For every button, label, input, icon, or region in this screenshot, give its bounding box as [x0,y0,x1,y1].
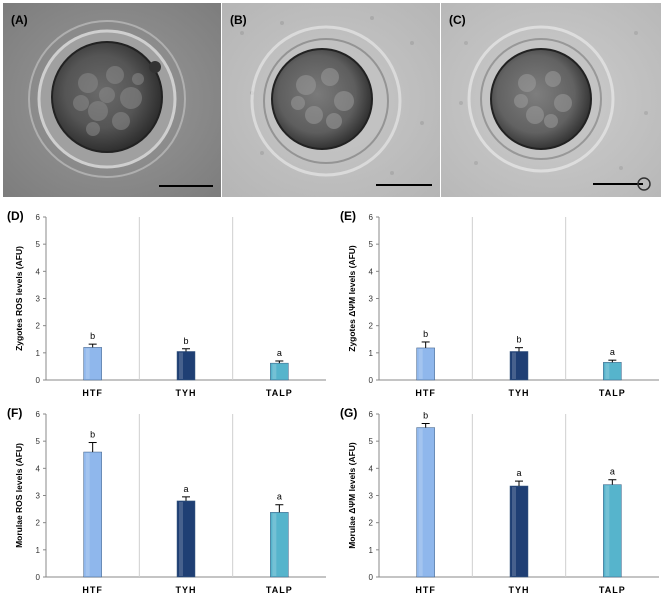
bar-highlight [179,501,183,576]
bar-highlight [605,363,610,379]
y-tick-label: 3 [369,492,374,501]
significance-letter: a [183,484,188,494]
chart-svg-d: 0 1 2 3 4 5 6 Zygotes ROS levels (AFU) b HTF b TYH a… [14,213,326,398]
bar-highlight [512,352,516,379]
significance-letter: b [516,335,521,345]
chart-e: 0 1 2 3 4 5 6 Zygotes ΔΨM levels (AFU) b HTF b TYH a… [333,205,663,405]
category-label: TYH [509,388,530,398]
y-tick-label: 2 [369,322,374,331]
chart-label-e: (E) [340,209,356,223]
y-tick-label: 3 [36,492,41,501]
y-axis-label: Morulae ROS levels (AFU) [14,443,24,548]
y-tick-label: 6 [36,410,41,419]
bar-htf [416,427,435,578]
embryo-image-a [3,3,221,197]
y-tick-label: 1 [369,546,374,555]
y-tick-label: 6 [36,213,41,222]
y-tick-label: 1 [369,349,374,358]
category-label: HTF [415,585,436,595]
bar-highlight [272,513,277,576]
y-tick-label: 2 [36,519,41,528]
y-tick-label: 5 [369,240,374,249]
category-label: HTF [82,585,103,595]
y-tick-label: 1 [36,546,41,555]
y-tick-label: 0 [36,573,41,582]
micrograph-b: (B) [222,3,440,197]
y-tick-label: 6 [369,213,374,222]
chart-svg-f: 0 1 2 3 4 5 6 Morulae ROS levels (AFU) b HTF a TYH a… [14,410,326,595]
chart-svg-g: 0 1 2 3 4 5 6 Morulae ΔΨM levels (AFU) b HTF a TYH a… [347,410,659,595]
y-tick-label: 5 [369,437,374,446]
chart-g: 0 1 2 3 4 5 6 Morulae ΔΨM levels (AFU) b HTF a TYH a… [333,402,663,602]
y-tick-label: 4 [36,464,41,473]
bar-talp [270,362,289,381]
y-tick-label: 3 [36,295,41,304]
scale-bar-c [593,183,643,185]
bar-highlight [418,348,423,379]
y-tick-label: 4 [369,464,374,473]
y-tick-label: 5 [36,240,41,249]
micrograph-a: (A) [3,3,221,197]
category-label: TALP [266,388,293,398]
category-label: HTF [415,388,436,398]
category-label: TYH [176,388,197,398]
scale-bar-a [159,185,213,187]
micrograph-c: (C) [441,3,661,197]
category-label: TYH [509,585,530,595]
embryo-image-b [222,3,440,197]
category-label: TALP [599,585,626,595]
chart-label-g: (G) [340,406,358,420]
significance-letter: a [610,467,615,477]
chart-label-d: (D) [7,209,24,223]
significance-letter: b [90,430,95,440]
y-tick-label: 2 [36,322,41,331]
bar-talp [603,362,622,381]
scale-bar-b [376,184,432,186]
y-tick-label: 5 [36,437,41,446]
y-axis-label: Morulae ΔΨM levels (AFU) [347,442,357,549]
y-tick-label: 0 [369,376,374,385]
embryo-image-c [441,3,661,197]
y-tick-label: 6 [369,410,374,419]
bar-tyh [176,500,196,578]
panel-label-c: (C) [449,13,466,27]
significance-letter: a [610,347,615,357]
significance-letter: a [277,348,282,358]
significance-letter: b [90,331,95,341]
y-axis-label: Zygotes ROS levels (AFU) [14,246,24,351]
chart-f: 0 1 2 3 4 5 6 Morulae ROS levels (AFU) b HTF a TYH a… [0,402,330,602]
bar-highlight [605,485,610,576]
significance-letter: a [277,492,282,502]
chart-svg-e: 0 1 2 3 4 5 6 Zygotes ΔΨM levels (AFU) b HTF b TYH a… [347,213,659,398]
category-label: TYH [176,585,197,595]
y-tick-label: 0 [36,376,41,385]
significance-letter: a [516,468,521,478]
category-label: HTF [82,388,103,398]
bar-highlight [85,453,90,576]
y-tick-label: 4 [369,267,374,276]
bar-highlight [418,428,423,576]
category-label: TALP [599,388,626,398]
y-tick-label: 4 [36,267,41,276]
bar-highlight [85,348,90,379]
y-axis-label: Zygotes ΔΨM levels (AFU) [347,245,357,352]
y-tick-label: 1 [36,349,41,358]
panel-label-b: (B) [230,13,247,27]
panel-label-a: (A) [11,13,28,27]
y-tick-label: 3 [369,295,374,304]
bar-highlight [272,364,277,379]
significance-letter: b [183,336,188,346]
significance-letter: b [423,329,428,339]
y-tick-label: 0 [369,573,374,582]
significance-letter: b [423,411,428,421]
bar-highlight [179,352,183,379]
chart-label-f: (F) [7,406,23,420]
chart-d: 0 1 2 3 4 5 6 Zygotes ROS levels (AFU) b HTF b TYH a… [0,205,330,405]
category-label: TALP [266,585,293,595]
bar-highlight [512,486,516,576]
y-tick-label: 2 [369,519,374,528]
